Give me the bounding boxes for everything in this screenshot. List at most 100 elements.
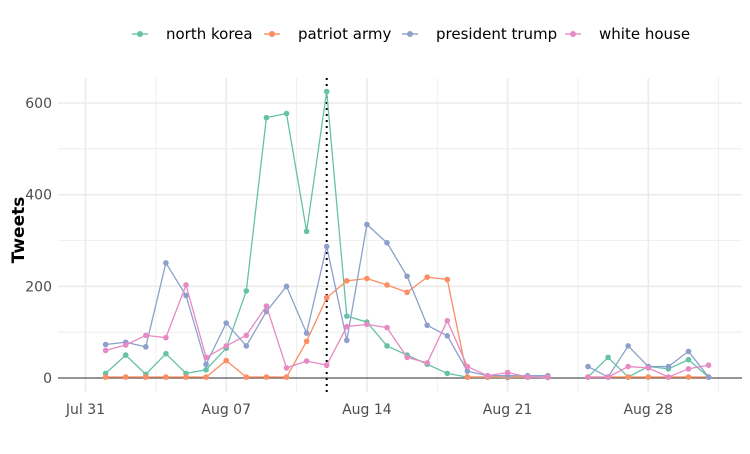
- data-point: [203, 354, 209, 361]
- legend-item: white house: [565, 25, 690, 43]
- axes: 0 200 400 600 Jul 31 Aug 07 Aug 14 Aug 21 Aug 28: [25, 78, 742, 418]
- data-point: [323, 88, 330, 95]
- data-point: [163, 350, 169, 357]
- data-point: [203, 366, 209, 373]
- series-north-korea: [102, 88, 712, 381]
- data-point: [685, 356, 692, 363]
- x-tick-label: Aug 21: [483, 402, 533, 418]
- data-point: [364, 321, 370, 328]
- data-point: [384, 239, 390, 246]
- legend-item: patriot army: [264, 25, 391, 43]
- data-point: [263, 114, 270, 121]
- series-patriot-army: [102, 274, 712, 380]
- legend-item: north korea: [132, 25, 253, 43]
- data-point: [705, 362, 712, 368]
- data-point: [183, 374, 189, 380]
- legend: north korea patriot army president trump wh…: [132, 25, 690, 43]
- legend-key-point: [137, 31, 143, 37]
- data-point: [384, 343, 390, 349]
- data-point: [243, 332, 250, 339]
- data-point: [585, 374, 591, 380]
- data-point: [303, 228, 310, 235]
- data-point: [303, 358, 310, 364]
- data-point: [484, 372, 491, 379]
- series-white-house: [102, 282, 712, 380]
- data-point: [685, 374, 692, 380]
- grid: [58, 78, 742, 392]
- data-point: [143, 374, 149, 380]
- data-point: [364, 221, 370, 228]
- data-point: [344, 313, 350, 319]
- legend-label: white house: [599, 25, 690, 43]
- x-tick-label: Jul 31: [65, 402, 105, 418]
- data-point: [424, 360, 431, 366]
- data-point: [665, 374, 672, 380]
- data-point: [183, 292, 189, 299]
- data-point: [444, 333, 451, 339]
- data-point: [303, 338, 310, 345]
- data-point: [444, 317, 451, 324]
- data-point: [323, 362, 330, 368]
- y-tick-label: 600: [25, 96, 52, 112]
- data-point: [223, 357, 229, 364]
- data-point: [524, 374, 531, 380]
- data-point: [283, 110, 290, 117]
- y-axis-title: Tweets: [9, 197, 29, 264]
- data-point: [585, 363, 591, 370]
- data-point: [102, 341, 109, 348]
- data-point: [464, 368, 471, 374]
- data-point: [364, 275, 370, 282]
- data-point: [143, 332, 149, 339]
- data-point: [605, 354, 611, 361]
- data-point: [464, 374, 471, 380]
- data-point: [223, 320, 229, 326]
- data-point: [685, 366, 692, 372]
- data-point: [243, 374, 250, 380]
- data-point: [424, 274, 431, 280]
- data-point: [645, 365, 652, 371]
- data-point: [323, 294, 330, 301]
- data-point: [344, 323, 350, 330]
- data-point: [303, 330, 310, 336]
- data-point: [323, 243, 330, 250]
- data-point: [243, 288, 250, 294]
- x-tick-label: Aug 07: [201, 402, 251, 418]
- data-point: [283, 283, 290, 290]
- x-tick-label: Aug 28: [623, 402, 673, 418]
- legend-key-point: [570, 31, 576, 37]
- y-tick-label: 400: [25, 188, 52, 204]
- data-point: [223, 343, 229, 349]
- data-point: [404, 354, 410, 361]
- series: [102, 88, 712, 381]
- legend-key-point: [269, 31, 275, 37]
- data-point: [344, 337, 350, 344]
- legend-key-point: [407, 31, 413, 37]
- data-point: [384, 324, 390, 331]
- data-point: [444, 276, 451, 283]
- data-point: [122, 342, 129, 348]
- data-point: [404, 289, 410, 296]
- data-point: [625, 363, 631, 370]
- y-tick-label: 0: [43, 371, 52, 387]
- data-point: [504, 369, 511, 376]
- data-point: [464, 363, 471, 370]
- data-point: [665, 363, 672, 370]
- data-point: [384, 282, 390, 288]
- data-point: [163, 260, 169, 266]
- data-point: [625, 343, 631, 349]
- x-tick-label: Aug 14: [342, 402, 392, 418]
- data-point: [143, 344, 149, 350]
- series-line: [105, 276, 548, 378]
- data-point: [545, 374, 551, 380]
- data-point: [605, 374, 611, 380]
- data-point: [122, 352, 129, 358]
- data-point: [625, 374, 631, 380]
- data-point: [102, 374, 109, 380]
- data-point: [263, 303, 270, 309]
- legend-label: president trump: [436, 25, 557, 43]
- data-point: [183, 282, 189, 288]
- data-point: [163, 334, 169, 341]
- data-point: [243, 343, 250, 349]
- data-point: [705, 374, 712, 380]
